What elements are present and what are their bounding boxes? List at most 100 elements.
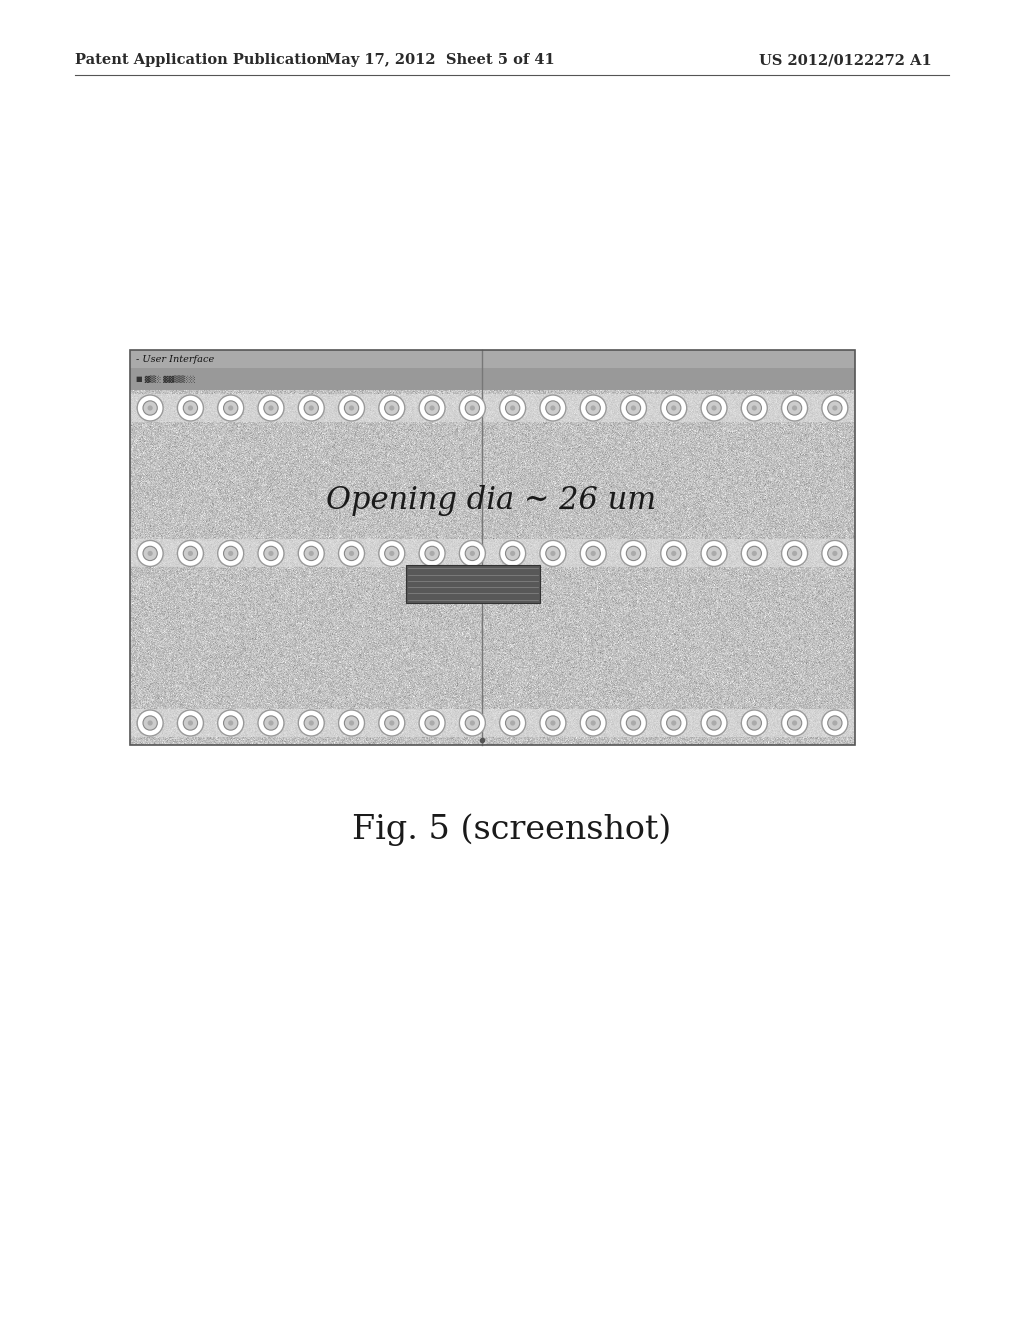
Circle shape — [822, 395, 848, 421]
Circle shape — [258, 540, 284, 566]
Circle shape — [470, 550, 475, 556]
Circle shape — [827, 401, 842, 416]
Circle shape — [581, 540, 606, 566]
Circle shape — [425, 546, 439, 561]
Circle shape — [429, 721, 434, 726]
Circle shape — [833, 721, 838, 726]
Circle shape — [631, 550, 636, 556]
Circle shape — [339, 395, 365, 421]
Circle shape — [298, 395, 325, 421]
Circle shape — [344, 715, 358, 730]
Circle shape — [137, 710, 163, 737]
Circle shape — [546, 401, 560, 416]
Circle shape — [470, 405, 475, 411]
Circle shape — [550, 721, 555, 726]
Circle shape — [701, 710, 727, 737]
Circle shape — [385, 546, 399, 561]
Circle shape — [748, 401, 762, 416]
Circle shape — [741, 395, 767, 421]
Circle shape — [228, 405, 233, 411]
Circle shape — [827, 715, 842, 730]
Circle shape — [349, 721, 354, 726]
Circle shape — [712, 550, 717, 556]
Circle shape — [792, 721, 797, 726]
Circle shape — [425, 715, 439, 730]
Circle shape — [627, 401, 641, 416]
Circle shape — [465, 401, 479, 416]
Circle shape — [298, 710, 325, 737]
Circle shape — [500, 395, 525, 421]
Circle shape — [701, 395, 727, 421]
Circle shape — [339, 710, 365, 737]
Circle shape — [183, 401, 198, 416]
Circle shape — [470, 721, 475, 726]
Circle shape — [671, 721, 676, 726]
Circle shape — [667, 715, 681, 730]
Circle shape — [177, 395, 204, 421]
Circle shape — [218, 540, 244, 566]
Circle shape — [833, 550, 838, 556]
Circle shape — [218, 710, 244, 737]
Text: Opening dia ~ 26 um: Opening dia ~ 26 um — [326, 484, 656, 516]
Circle shape — [586, 401, 600, 416]
Circle shape — [465, 546, 479, 561]
Circle shape — [581, 395, 606, 421]
Circle shape — [822, 710, 848, 737]
Circle shape — [550, 405, 555, 411]
Circle shape — [465, 715, 479, 730]
Circle shape — [822, 540, 848, 566]
Circle shape — [752, 550, 757, 556]
Circle shape — [591, 405, 596, 411]
Circle shape — [349, 550, 354, 556]
Circle shape — [506, 401, 520, 416]
Circle shape — [339, 540, 365, 566]
Circle shape — [177, 710, 204, 737]
Circle shape — [258, 395, 284, 421]
Circle shape — [781, 395, 808, 421]
Circle shape — [143, 401, 158, 416]
Circle shape — [177, 540, 204, 566]
Circle shape — [187, 405, 193, 411]
Circle shape — [741, 710, 767, 737]
Circle shape — [506, 546, 520, 561]
Circle shape — [792, 405, 797, 411]
Circle shape — [379, 540, 404, 566]
Circle shape — [143, 546, 158, 561]
Circle shape — [223, 715, 238, 730]
Circle shape — [500, 540, 525, 566]
Circle shape — [429, 405, 434, 411]
Circle shape — [510, 550, 515, 556]
Circle shape — [540, 710, 566, 737]
Circle shape — [218, 395, 244, 421]
Circle shape — [389, 721, 394, 726]
FancyBboxPatch shape — [130, 350, 855, 368]
Circle shape — [707, 715, 721, 730]
Circle shape — [581, 710, 606, 737]
Circle shape — [591, 721, 596, 726]
Circle shape — [781, 540, 808, 566]
Circle shape — [268, 550, 273, 556]
FancyBboxPatch shape — [130, 540, 855, 568]
Circle shape — [712, 721, 717, 726]
FancyBboxPatch shape — [130, 709, 855, 737]
Circle shape — [792, 550, 797, 556]
FancyBboxPatch shape — [130, 368, 855, 389]
Circle shape — [506, 715, 520, 730]
Circle shape — [228, 721, 233, 726]
Circle shape — [183, 715, 198, 730]
Circle shape — [264, 546, 279, 561]
Circle shape — [540, 395, 566, 421]
Circle shape — [308, 550, 313, 556]
Circle shape — [429, 550, 434, 556]
Circle shape — [752, 405, 757, 411]
Circle shape — [308, 405, 313, 411]
Circle shape — [419, 710, 445, 737]
Circle shape — [748, 546, 762, 561]
Circle shape — [389, 550, 394, 556]
Circle shape — [833, 405, 838, 411]
Circle shape — [137, 540, 163, 566]
Circle shape — [627, 546, 641, 561]
Circle shape — [546, 546, 560, 561]
Circle shape — [748, 715, 762, 730]
Circle shape — [379, 395, 404, 421]
